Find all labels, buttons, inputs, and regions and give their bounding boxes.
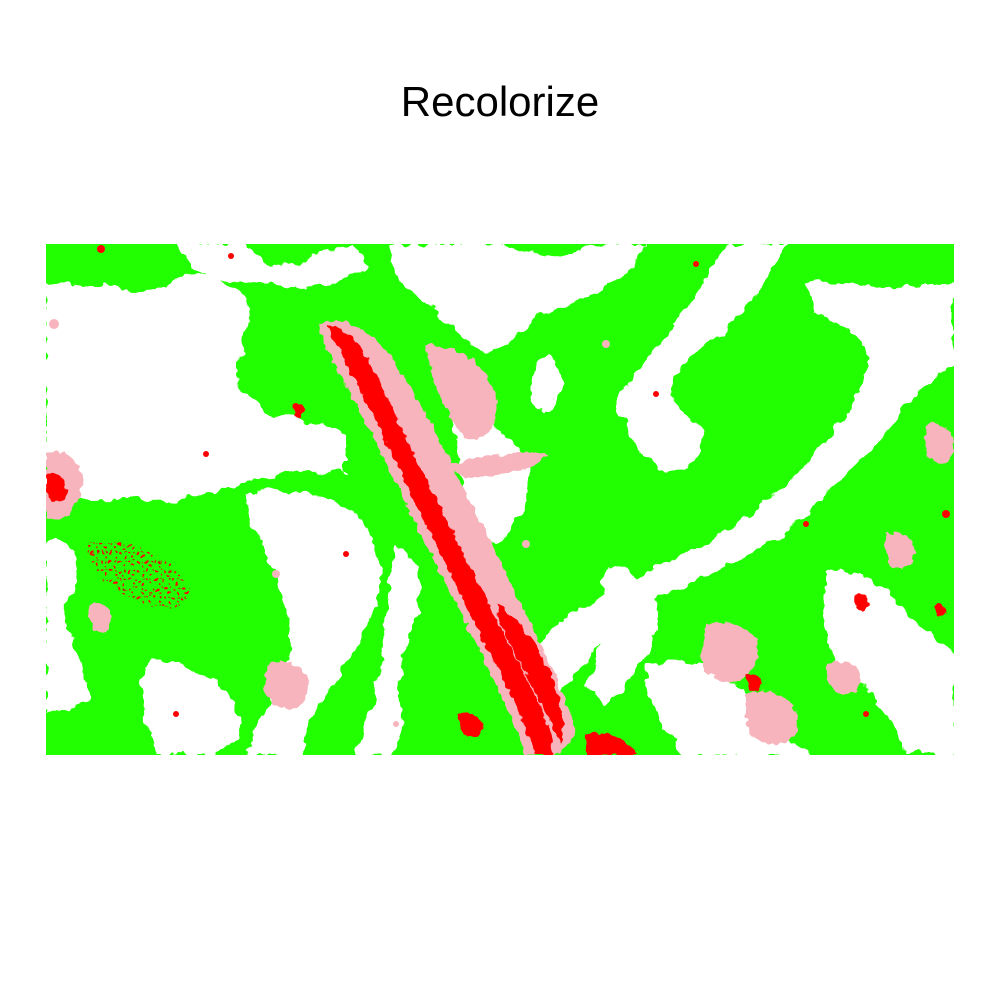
- red-regions: [46, 324, 947, 755]
- figure-title: Recolorize: [400, 78, 600, 125]
- scattered-spots: [49, 245, 950, 727]
- recolorized-image: [46, 244, 954, 755]
- recolorized-image-canvas: [46, 244, 954, 755]
